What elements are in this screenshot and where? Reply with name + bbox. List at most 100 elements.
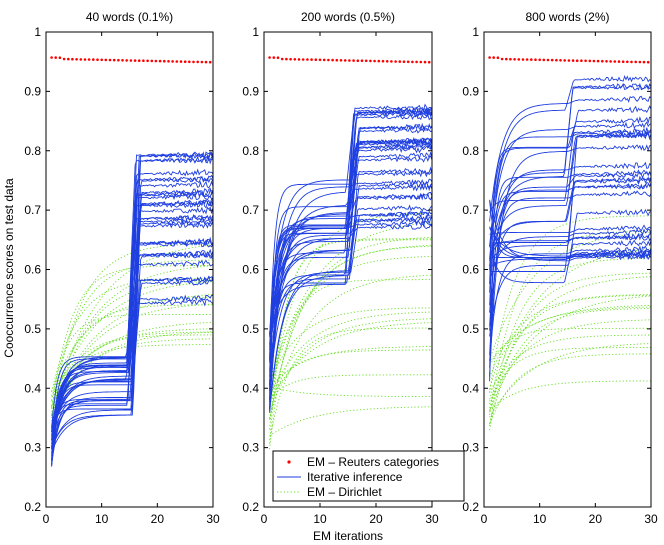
iterative-curve [489, 144, 651, 377]
reuters-point [381, 59, 385, 63]
iterative-curve [51, 294, 213, 448]
reuters-point [129, 59, 133, 62]
reuters-point [75, 58, 78, 61]
reuters-point [108, 58, 112, 62]
reuters-point [322, 58, 326, 62]
reuters-point [385, 60, 389, 63]
reuters-point [496, 56, 500, 59]
reuters-point [314, 58, 318, 61]
y-tick-label: 0.4 [242, 381, 259, 395]
iterative-curve [489, 74, 651, 247]
y-tick-label: 0.9 [24, 84, 41, 98]
reuters-point [509, 57, 512, 61]
iterative-curve [489, 181, 651, 327]
reuters-point [154, 59, 158, 63]
reuters-point [306, 58, 309, 61]
reuters-point [100, 58, 103, 62]
legend-entry: EM – Reuters categories [307, 455, 439, 469]
reuters-point [121, 59, 124, 62]
y-tick-label: 0.6 [462, 263, 479, 277]
y-tick-label: 1 [472, 25, 479, 39]
reuters-point [62, 57, 66, 61]
reuters-point [605, 60, 608, 63]
x-tick-label: 30 [425, 512, 439, 526]
y-tick-label: 0.5 [462, 322, 479, 336]
reuters-point [268, 56, 271, 59]
dirichlet-curve [489, 353, 651, 425]
reuters-point [517, 58, 521, 61]
dirichlet-curve [269, 311, 432, 397]
reuters-point [406, 60, 410, 64]
reuters-point [609, 60, 612, 63]
reuters-point [621, 60, 625, 63]
reuters-point [542, 58, 546, 62]
iterative-curve [269, 103, 432, 333]
dirichlet-curve [51, 277, 213, 393]
reuters-point [642, 60, 646, 64]
reuters-point [521, 58, 525, 61]
panel-title: 800 words (2%) [525, 10, 609, 24]
iterative-curve [51, 221, 213, 464]
reuters-point [327, 58, 330, 62]
iterative-curve [489, 228, 651, 284]
iterative-curve [489, 116, 651, 271]
iterative-curve [489, 170, 651, 368]
reuters-point [175, 60, 179, 63]
reuters-point [500, 57, 504, 61]
x-tick-label: 0 [481, 512, 488, 526]
y-tick-label: 0.3 [24, 441, 41, 455]
iterative-curve [489, 82, 651, 267]
reuters-point [133, 59, 137, 62]
dirichlet-curve [489, 231, 651, 360]
iterative-curve [51, 155, 213, 441]
reuters-point [373, 59, 376, 63]
reuters-point [423, 60, 427, 64]
reuters-point [563, 59, 566, 62]
iterative-curve [51, 218, 213, 441]
reuters-point [546, 58, 550, 62]
dirichlet-curve [269, 406, 432, 437]
dirichlet-curve [269, 274, 432, 419]
reuters-point [398, 60, 402, 63]
reuters-point [339, 59, 343, 62]
dirichlet-curve [489, 215, 651, 393]
reuters-point [54, 56, 57, 59]
iterative-curve [269, 109, 432, 350]
dirichlet-curve [51, 280, 213, 406]
dirichlet-curve [269, 236, 432, 419]
reuters-point [204, 60, 208, 64]
reuters-point [525, 58, 529, 61]
iterative-curve [489, 227, 651, 260]
iterative-curve [269, 180, 432, 334]
reuters-point [87, 58, 91, 61]
reuters-point [310, 58, 313, 61]
reuters-point [125, 59, 128, 62]
iterative-curve [489, 131, 651, 261]
reuters-point [188, 60, 191, 64]
dirichlet-curve [269, 307, 432, 382]
iterative-curve [489, 199, 651, 262]
x-tick-label: 0 [43, 512, 50, 526]
reuters-point [617, 60, 621, 63]
reuters-point [96, 58, 99, 61]
iterative-curve [489, 190, 651, 356]
x-tick-label: 10 [533, 512, 547, 526]
dirichlet-curve [269, 349, 432, 393]
iterative-curve [269, 122, 432, 335]
dirichlet-curve [489, 304, 651, 365]
reuters-point [192, 60, 195, 64]
iterative-curve [489, 127, 651, 213]
dirichlet-curve [51, 321, 213, 402]
y-tick-label: 0.8 [24, 144, 41, 158]
reuters-point [538, 58, 541, 62]
reuters-point [335, 58, 339, 62]
panels: 40 words (0.1%) 0.2 0.3 0.4 0.5 0.6 0.7 0.8 0.9 1… [24, 10, 658, 526]
reuters-point [596, 59, 600, 63]
panel-2: 200 words (0.5%) 0.2 0.3 0.4 0.5 0.6 0.7 0.8 0.9… [242, 10, 439, 526]
reuters-point [638, 60, 642, 64]
reuters-point [318, 58, 322, 62]
iterative-curve [489, 182, 651, 272]
iterative-curve [489, 177, 651, 259]
dirichlet-curve [51, 264, 213, 409]
